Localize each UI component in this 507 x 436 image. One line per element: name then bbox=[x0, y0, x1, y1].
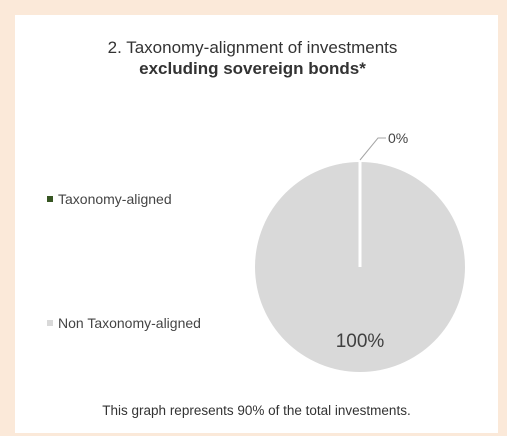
data-label-taxonomy-aligned: 0% bbox=[388, 130, 408, 146]
pie-chart: 0% 100% bbox=[255, 130, 465, 372]
legend-label-taxonomy-aligned: Taxonomy-aligned bbox=[58, 191, 172, 207]
footnote: This graph represents 90% of the total i… bbox=[102, 403, 411, 418]
legend-swatch-non-taxonomy-aligned bbox=[47, 320, 53, 326]
chart-title: 2. Taxonomy-alignment of investments exc… bbox=[15, 37, 490, 79]
chart-title-main: 2. Taxonomy-alignment of investments bbox=[107, 38, 398, 57]
leader-line-taxonomy-aligned bbox=[359, 137, 386, 161]
legend-item-taxonomy-aligned: Taxonomy-aligned bbox=[47, 191, 172, 207]
legend-swatch-taxonomy-aligned bbox=[47, 196, 53, 202]
chart-subtitle: excluding sovereign bonds* bbox=[139, 59, 366, 78]
data-label-non-taxonomy-aligned: 100% bbox=[336, 331, 385, 352]
legend-label-non-taxonomy-aligned: Non Taxonomy-aligned bbox=[58, 315, 201, 331]
chart-card: 2. Taxonomy-alignment of investments exc… bbox=[15, 15, 498, 433]
legend-item-non-taxonomy-aligned: Non Taxonomy-aligned bbox=[47, 315, 201, 331]
